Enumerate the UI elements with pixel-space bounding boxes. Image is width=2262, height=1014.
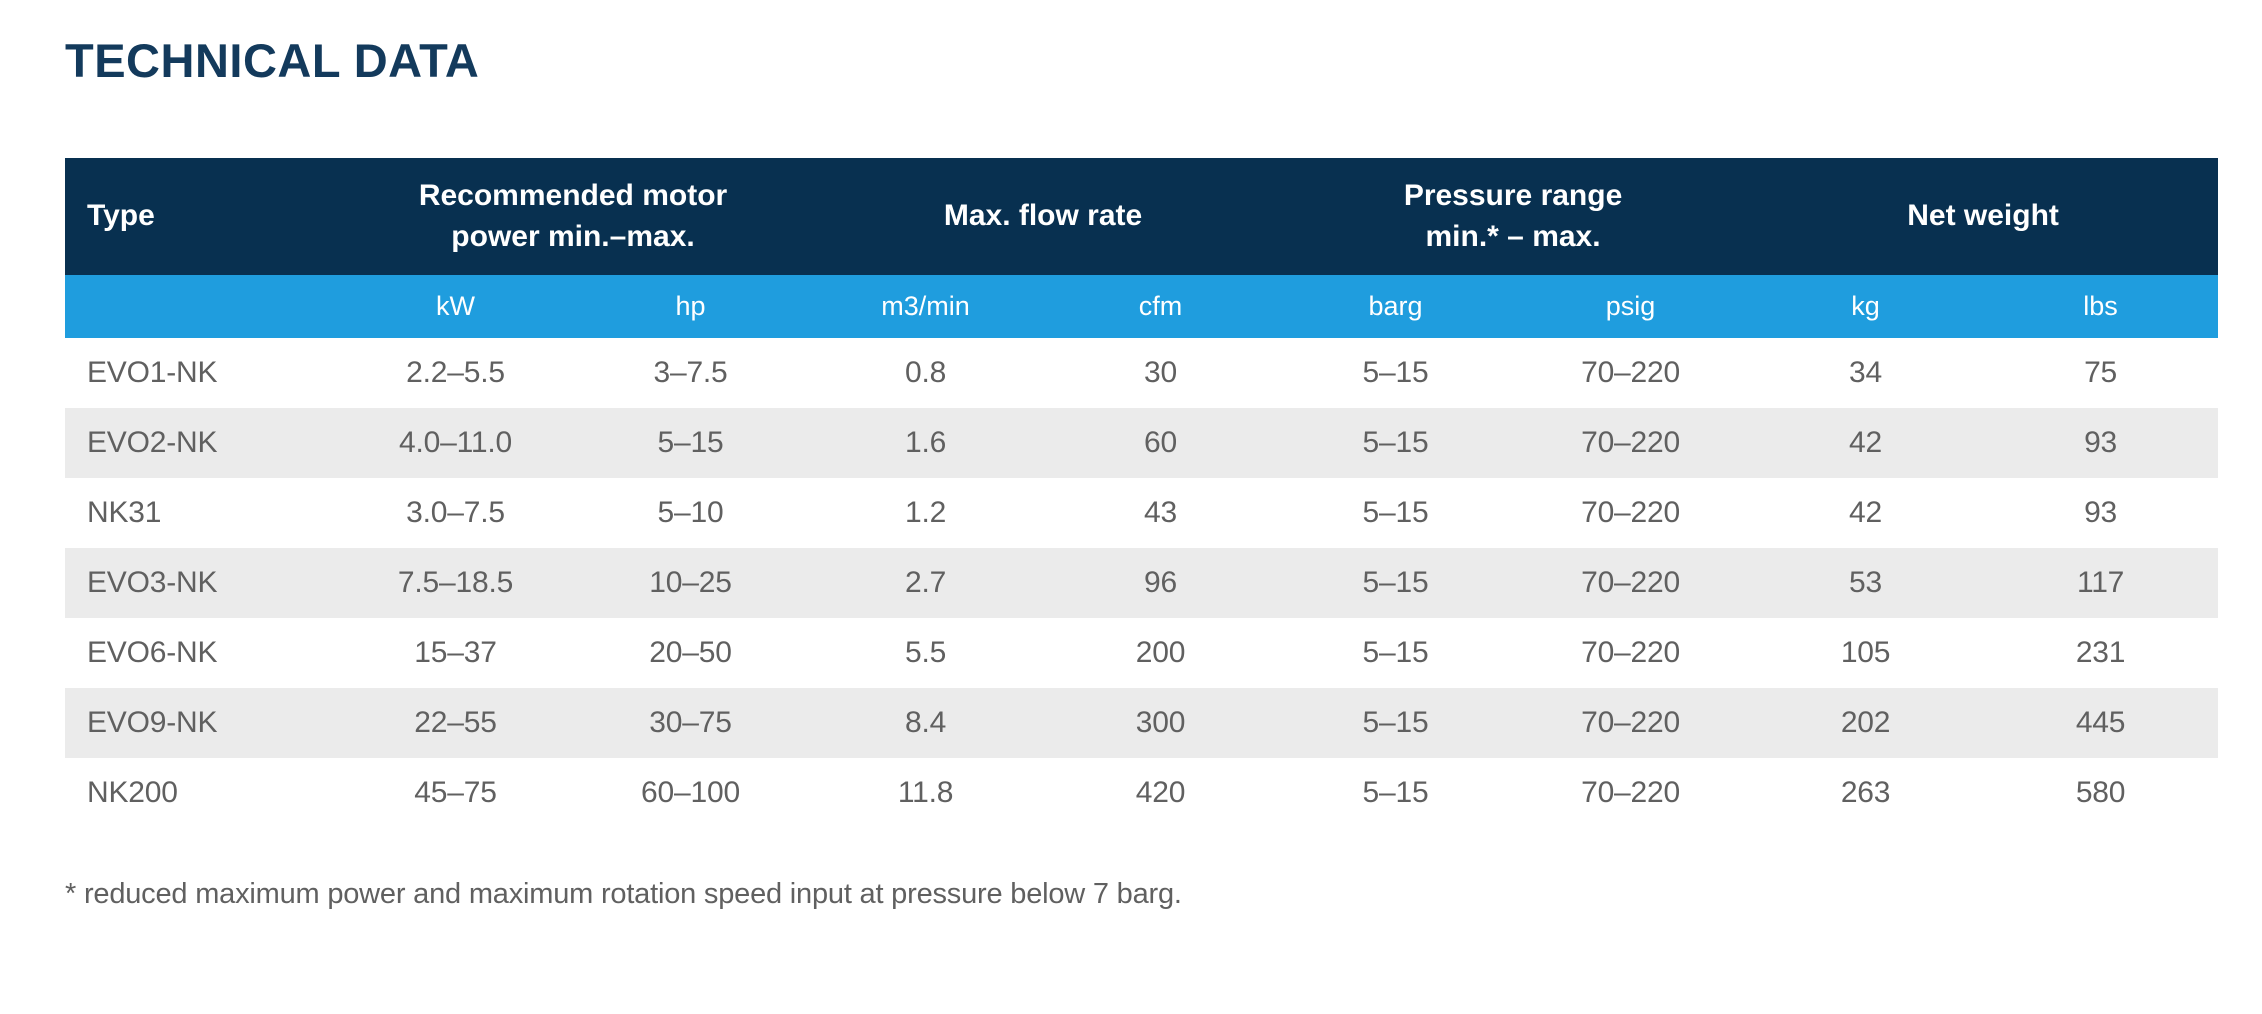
unit-cell-empty <box>65 275 338 338</box>
cell-value: 5–15 <box>1362 426 1429 459</box>
cell-type: EVO3-NK <box>87 566 218 599</box>
cell-type: EVO6-NK <box>87 636 218 669</box>
cell-value: 8.4 <box>904 706 947 739</box>
unit-cell-barg: barg <box>1368 291 1423 321</box>
cell-value: 93 <box>2084 496 2118 529</box>
cell-value: 0.8 <box>904 356 947 389</box>
column-header-motor-power: Recommended motor power min.–max. <box>338 158 808 275</box>
cell-value: 10–25 <box>649 566 732 599</box>
cell-type: NK200 <box>87 776 178 809</box>
cell-value: 5–15 <box>1362 566 1429 599</box>
column-header-label: Net weight <box>1907 199 2059 233</box>
cell-value: 200 <box>1135 636 1186 669</box>
cell-value: 5.5 <box>904 636 947 669</box>
cell-value: 22–55 <box>414 706 497 739</box>
cell-value: 5–10 <box>657 496 724 529</box>
cell-value: 45–75 <box>414 776 497 809</box>
technical-data-page: TECHNICAL DATA Type Recommended motor po… <box>0 34 2262 911</box>
cell-value: 1.6 <box>904 426 947 459</box>
cell-value: 60–100 <box>641 776 740 809</box>
cell-value: 5–15 <box>657 426 724 459</box>
cell-value: 75 <box>2084 356 2118 389</box>
cell-value: 11.8 <box>897 776 954 809</box>
column-header-label: Recommended motor power min.–max. <box>418 179 728 253</box>
cell-value: 580 <box>2075 776 2126 809</box>
technical-data-table: Type Recommended motor power min.–max. M… <box>65 158 2219 828</box>
column-header-label: Max. flow rate <box>943 199 1143 233</box>
cell-value: 3–7.5 <box>653 356 728 389</box>
unit-cell-cfm: cfm <box>1138 291 1183 321</box>
column-header-label: Type <box>87 199 155 233</box>
cell-value: 70–220 <box>1581 356 1680 389</box>
cell-value: 70–220 <box>1581 496 1680 529</box>
cell-value: 263 <box>1840 776 1891 809</box>
column-header-pressure-range: Pressure range min.* – max. <box>1278 158 1748 275</box>
unit-cell-lbs: lbs <box>2083 291 2118 321</box>
cell-value: 5–15 <box>1362 356 1429 389</box>
cell-type: EVO2-NK <box>87 426 218 459</box>
cell-value: 43 <box>1144 496 1178 529</box>
cell-value: 5–15 <box>1362 776 1429 809</box>
cell-value: 42 <box>1849 426 1883 459</box>
table-header-row: Type Recommended motor power min.–max. M… <box>65 158 2219 275</box>
cell-value: 202 <box>1840 706 1891 739</box>
cell-value: 70–220 <box>1581 706 1680 739</box>
cell-value: 30–75 <box>649 706 732 739</box>
cell-value: 30 <box>1144 356 1178 389</box>
cell-value: 70–220 <box>1581 566 1680 599</box>
unit-cell-psig: psig <box>1605 291 1656 321</box>
cell-value: 70–220 <box>1581 776 1680 809</box>
unit-cell-m3min: m3/min <box>881 291 970 321</box>
cell-value: 93 <box>2084 426 2118 459</box>
table-row: NK200 45–75 60–100 11.8 420 5–15 70–220 … <box>65 758 2219 828</box>
cell-value: 53 <box>1849 566 1883 599</box>
cell-value: 20–50 <box>649 636 732 669</box>
column-header-label: Pressure range min.* – max. <box>1403 179 1623 253</box>
cell-value: 231 <box>2075 636 2126 669</box>
table-row: EVO9-NK 22–55 30–75 8.4 300 5–15 70–220 … <box>65 688 2219 758</box>
column-header-type: Type <box>65 158 338 275</box>
cell-value: 7.5–18.5 <box>397 566 514 599</box>
cell-value: 445 <box>2075 706 2126 739</box>
cell-value: 5–15 <box>1362 706 1429 739</box>
unit-cell-kg: kg <box>1851 291 1880 321</box>
cell-type: EVO1-NK <box>87 356 218 389</box>
cell-type: EVO9-NK <box>87 706 218 739</box>
cell-value: 105 <box>1840 636 1891 669</box>
table-row: EVO2-NK 4.0–11.0 5–15 1.6 60 5–15 70–220… <box>65 408 2219 478</box>
table-row: EVO3-NK 7.5–18.5 10–25 2.7 96 5–15 70–22… <box>65 548 2219 618</box>
cell-value: 15–37 <box>414 636 497 669</box>
cell-value: 4.0–11.0 <box>399 426 512 459</box>
cell-value: 2.2–5.5 <box>406 356 505 389</box>
cell-value: 5–15 <box>1362 496 1429 529</box>
column-header-net-weight: Net weight <box>1748 158 2218 275</box>
cell-value: 2.7 <box>904 566 947 599</box>
cell-value: 117 <box>2076 566 2125 599</box>
cell-value: 60 <box>1144 426 1178 459</box>
cell-value: 42 <box>1849 496 1883 529</box>
unit-cell-hp: hp <box>675 291 706 321</box>
cell-value: 34 <box>1849 356 1883 389</box>
cell-value: 96 <box>1144 566 1178 599</box>
page-title: TECHNICAL DATA <box>65 34 480 87</box>
cell-value: 3.0–7.5 <box>406 496 505 529</box>
cell-value: 70–220 <box>1581 636 1680 669</box>
unit-cell-kw: kW <box>436 291 475 321</box>
footnote: * reduced maximum power and maximum rota… <box>65 878 1182 910</box>
table-row: EVO1-NK 2.2–5.5 3–7.5 0.8 30 5–15 70–220… <box>65 338 2219 408</box>
table-row: NK31 3.0–7.5 5–10 1.2 43 5–15 70–220 42 … <box>65 478 2219 548</box>
cell-value: 5–15 <box>1362 636 1429 669</box>
cell-value: 420 <box>1135 776 1186 809</box>
table-units-row: kW hp m3/min cfm barg psig kg lbs <box>65 275 2219 338</box>
table-row: EVO6-NK 15–37 20–50 5.5 200 5–15 70–220 … <box>65 618 2219 688</box>
cell-type: NK31 <box>87 496 162 529</box>
cell-value: 300 <box>1135 706 1186 739</box>
column-header-max-flow-rate: Max. flow rate <box>808 158 1278 275</box>
cell-value: 1.2 <box>904 496 947 529</box>
cell-value: 70–220 <box>1581 426 1680 459</box>
